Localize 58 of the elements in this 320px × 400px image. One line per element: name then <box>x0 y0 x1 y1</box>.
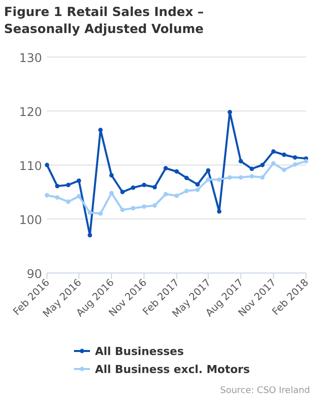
point <box>238 159 244 164</box>
point <box>55 184 60 188</box>
point <box>163 166 168 170</box>
point <box>120 190 125 194</box>
point <box>174 194 179 198</box>
point <box>228 110 232 114</box>
point <box>66 200 70 204</box>
point <box>76 194 82 199</box>
point <box>109 190 114 196</box>
point <box>292 155 298 160</box>
point <box>152 184 157 190</box>
point <box>304 159 308 164</box>
legend-label: All Businesses <box>95 345 184 358</box>
point <box>98 211 103 216</box>
y-tick-label: 110 <box>19 159 42 173</box>
point <box>88 210 92 215</box>
point <box>282 152 286 157</box>
point <box>292 162 298 167</box>
point <box>260 175 265 180</box>
point <box>206 168 210 173</box>
y-tick-label: 90 <box>26 267 42 281</box>
source-note: Source: CSO Ireland <box>220 386 310 396</box>
chart-title: Figure 1 Retail Sales Index – Seasonally Adjusted Volume <box>4 4 204 36</box>
point <box>130 185 136 190</box>
point <box>184 176 189 180</box>
point <box>152 203 157 208</box>
point <box>55 195 60 200</box>
legend-label: All Business excl. Motors <box>95 363 250 376</box>
point <box>195 182 200 187</box>
point <box>216 209 222 214</box>
point <box>142 182 146 188</box>
y-tick-label: 100 <box>19 213 42 227</box>
point <box>250 166 254 171</box>
point <box>109 173 114 178</box>
point <box>76 178 82 183</box>
point <box>174 169 179 174</box>
point <box>206 177 210 182</box>
point <box>228 175 232 180</box>
point <box>271 149 276 154</box>
point <box>44 162 50 168</box>
y-tick-label: 120 <box>19 105 42 119</box>
y-tick-label: 130 <box>19 51 42 65</box>
point <box>250 174 254 179</box>
point <box>195 188 200 192</box>
point <box>66 182 70 188</box>
point <box>120 208 125 212</box>
point <box>142 204 146 209</box>
point <box>98 128 103 132</box>
point <box>130 206 136 210</box>
point <box>184 188 189 194</box>
point <box>282 168 286 172</box>
point <box>238 175 244 180</box>
point <box>260 162 265 168</box>
point <box>88 233 92 238</box>
point <box>271 161 276 166</box>
point <box>216 177 222 182</box>
point <box>163 192 168 196</box>
point <box>44 193 50 198</box>
